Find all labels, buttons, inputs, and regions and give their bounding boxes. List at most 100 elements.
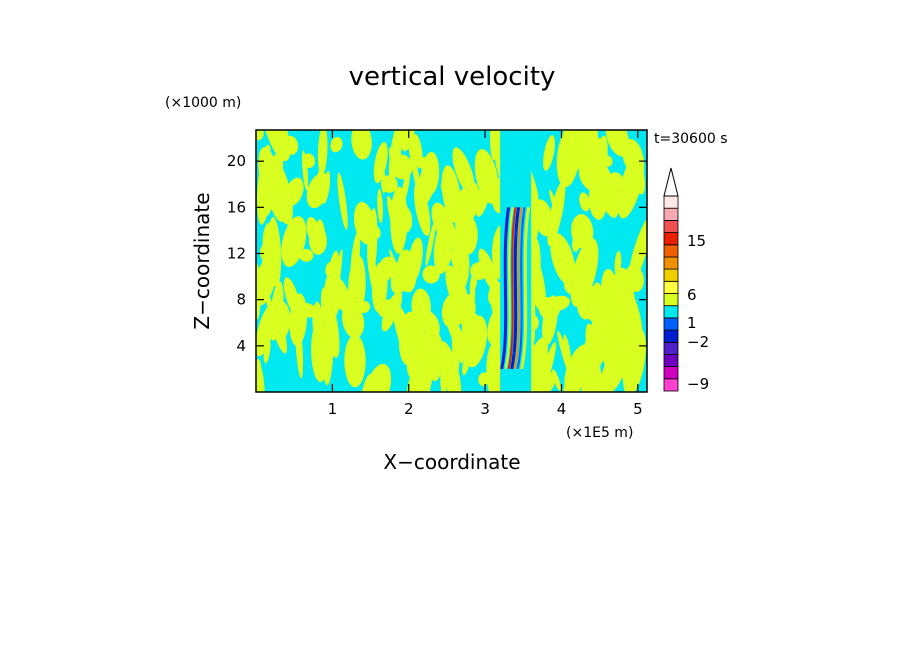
contour-patch xyxy=(414,182,431,237)
contour-patch xyxy=(401,166,411,205)
contour-patch xyxy=(390,253,415,295)
colorbar-swatch xyxy=(663,293,679,307)
contour-patch xyxy=(583,341,601,361)
contour-patch xyxy=(371,262,388,313)
contour-patch xyxy=(302,153,316,168)
colorbar-arrow xyxy=(663,167,679,197)
contour-patch xyxy=(550,233,576,285)
contour-patch xyxy=(306,217,321,245)
contour-patch xyxy=(263,236,280,249)
contour-patch xyxy=(591,135,608,199)
contour-patch xyxy=(542,295,558,346)
contour-patch xyxy=(562,365,582,392)
contour-patch xyxy=(322,170,331,204)
x-tick-label: 5 xyxy=(633,400,643,418)
y-unit-label: (×1000 m) xyxy=(165,95,241,111)
updraft-contour xyxy=(510,207,521,370)
contour-patch xyxy=(419,340,433,392)
x-tick-label: 1 xyxy=(328,400,338,418)
contour-patch xyxy=(601,268,621,322)
contour-patch xyxy=(468,182,480,217)
contour-patch xyxy=(285,177,304,206)
contour-patch xyxy=(571,214,594,249)
contour-patch xyxy=(440,372,448,392)
y-ticks: 4 8 12 16 20 xyxy=(227,152,647,355)
contour-patch xyxy=(603,338,623,370)
contour-patch xyxy=(411,133,423,168)
y-axis-label: Z−coordinate xyxy=(190,192,214,329)
contour-patch xyxy=(317,130,328,176)
colorbar-swatch xyxy=(663,378,679,392)
updraft-contour xyxy=(500,207,511,370)
x-tick-label: 4 xyxy=(557,400,567,418)
contour-patch xyxy=(478,372,489,387)
contour-patch xyxy=(281,216,307,267)
x-unit-label: (×1E5 m) xyxy=(566,425,633,441)
contour-patch xyxy=(534,342,557,392)
x-tick-label: 2 xyxy=(404,400,414,418)
contour-patch xyxy=(377,188,383,224)
contour-patch xyxy=(263,285,276,324)
contour-patch xyxy=(605,130,630,157)
contour-patch xyxy=(398,311,419,366)
colorbar-label: 15 xyxy=(687,232,706,250)
contour-patch xyxy=(454,293,476,326)
contour-patch xyxy=(547,180,566,246)
contour-patch xyxy=(425,220,436,266)
contour-patch xyxy=(529,212,551,227)
colorbar-swatch xyxy=(663,268,679,282)
y-tick-label: 4 xyxy=(236,337,246,355)
colorbar-swatch xyxy=(663,341,679,355)
plot-frame xyxy=(255,129,648,393)
contour-patch xyxy=(617,151,645,219)
contour-patch xyxy=(283,135,299,155)
y-tick-label: 8 xyxy=(236,291,246,309)
y-tick-label: 20 xyxy=(227,152,246,170)
contour-patch xyxy=(373,142,388,184)
x-tick-label: 3 xyxy=(480,400,490,418)
contour-patch xyxy=(353,201,376,245)
contour-patch xyxy=(441,165,462,223)
contour-patch xyxy=(330,136,343,153)
contour-patch xyxy=(438,341,462,392)
contour-patch xyxy=(350,231,361,289)
colorbar-swatch xyxy=(663,219,679,233)
contour-patch xyxy=(596,300,611,342)
contour-patch xyxy=(462,349,471,376)
colorbar: 15 6 1−2 −9 xyxy=(663,167,709,393)
updraft-contour xyxy=(516,207,526,370)
contour-patch xyxy=(452,147,475,196)
time-label: t=30600 s xyxy=(654,131,728,147)
y-tick-label: 16 xyxy=(227,198,246,216)
colorbar-swatch xyxy=(663,366,679,380)
contour-patch xyxy=(260,163,281,219)
contour-patch xyxy=(351,130,372,160)
updraft-contour xyxy=(520,207,531,370)
updraft-contour xyxy=(513,207,523,370)
x-ticks: 1 2 3 4 5 xyxy=(328,130,643,418)
contour-patch xyxy=(453,239,470,290)
contour-patch xyxy=(312,301,323,346)
contour-patch xyxy=(621,345,641,389)
contour-patch xyxy=(299,248,314,262)
contour-patch xyxy=(526,337,549,390)
contour-patch xyxy=(633,233,647,277)
colorbar-swatch xyxy=(663,353,679,367)
updraft-contour xyxy=(504,207,514,370)
colorbar-swatch xyxy=(663,244,679,258)
contour-patch xyxy=(268,217,282,288)
x-axis-label: X−coordinate xyxy=(383,450,520,474)
contour-patch xyxy=(579,192,590,212)
contour-patch xyxy=(344,334,366,388)
colorbar-swatch xyxy=(663,207,679,221)
colorbar-swatch xyxy=(663,317,679,331)
colorbar-label: 6 xyxy=(687,286,697,304)
contour-patch xyxy=(543,135,555,171)
contour-patch xyxy=(421,311,440,339)
updraft-contour xyxy=(507,207,517,370)
contour-patch xyxy=(337,172,348,230)
contour-patch xyxy=(563,334,571,360)
contour-patch xyxy=(470,262,489,280)
colorbar-swatch xyxy=(663,305,679,319)
